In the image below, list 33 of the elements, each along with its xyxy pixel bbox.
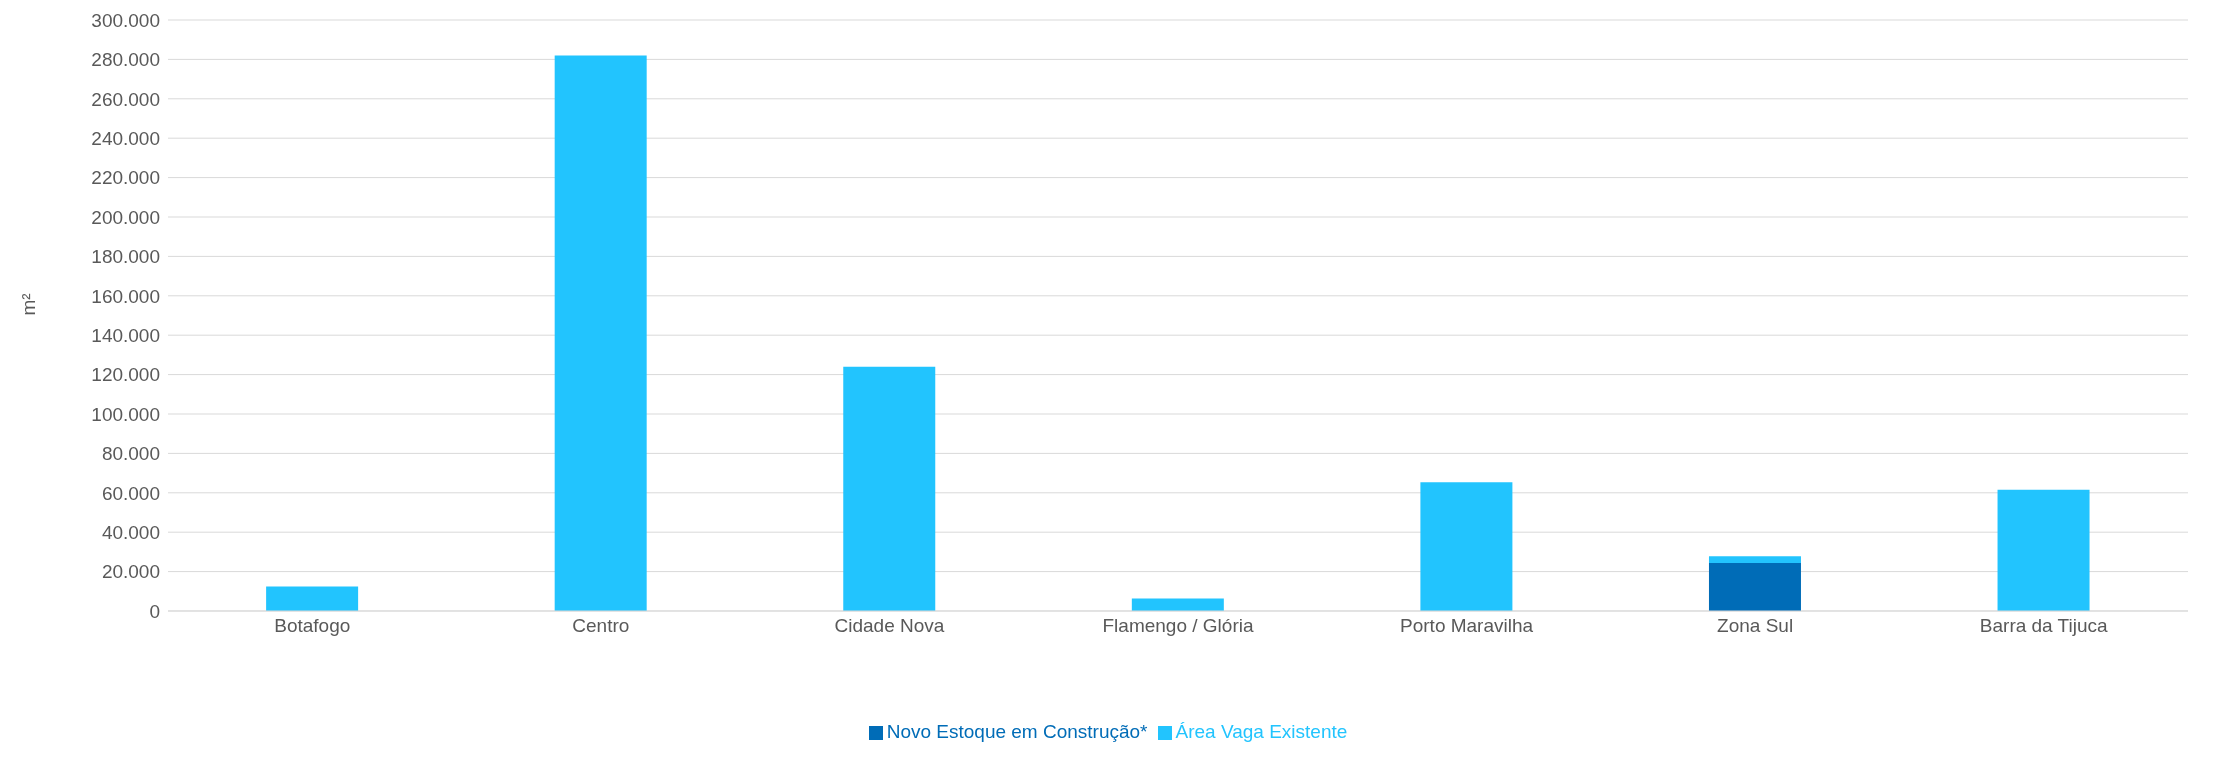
bar (1997, 489, 2090, 611)
bar (1708, 556, 1801, 563)
x-tick-label: Zona Sul (1717, 615, 1794, 637)
y-tick-label: 240.000 (91, 127, 160, 149)
y-axis-title: m² (17, 293, 39, 316)
y-tick-label: 0 (149, 600, 160, 622)
y-tick-label: 100.000 (91, 403, 160, 425)
y-tick-label: 260.000 (91, 88, 160, 110)
y-tick-label: 160.000 (91, 285, 160, 307)
y-tick-label: 220.000 (91, 167, 160, 189)
x-tick-label: Flamengo / Glória (1102, 615, 1254, 637)
y-tick-label: 180.000 (91, 246, 160, 268)
x-tick-label: Porto Maravilha (1400, 615, 1534, 637)
y-tick-label: 20.000 (101, 561, 160, 583)
y-tick-label: 280.000 (91, 49, 160, 71)
x-tick-label: Barra da Tijuca (1979, 615, 2109, 637)
bar (266, 586, 359, 611)
y-tick-label: 140.000 (91, 324, 160, 346)
x-tick-label: Botafogo (274, 615, 351, 637)
y-tick-label: 60.000 (101, 482, 160, 504)
y-tick-label: 300.000 (91, 9, 160, 31)
x-tick-label: Centro (572, 615, 630, 637)
y-tick-label: 200.000 (91, 206, 160, 228)
legend-label: Área Vaga Existente (1175, 721, 1348, 742)
bar (1420, 482, 1513, 611)
y-tick-label: 120.000 (91, 364, 160, 386)
y-tick-label: 40.000 (101, 521, 160, 543)
bar (554, 55, 647, 611)
legend-label: Novo Estoque em Construção* (886, 721, 1148, 742)
bar (843, 366, 936, 611)
x-tick-label: Cidade Nova (834, 615, 945, 637)
bar (1708, 562, 1801, 611)
y-tick-label: 80.000 (101, 443, 160, 465)
